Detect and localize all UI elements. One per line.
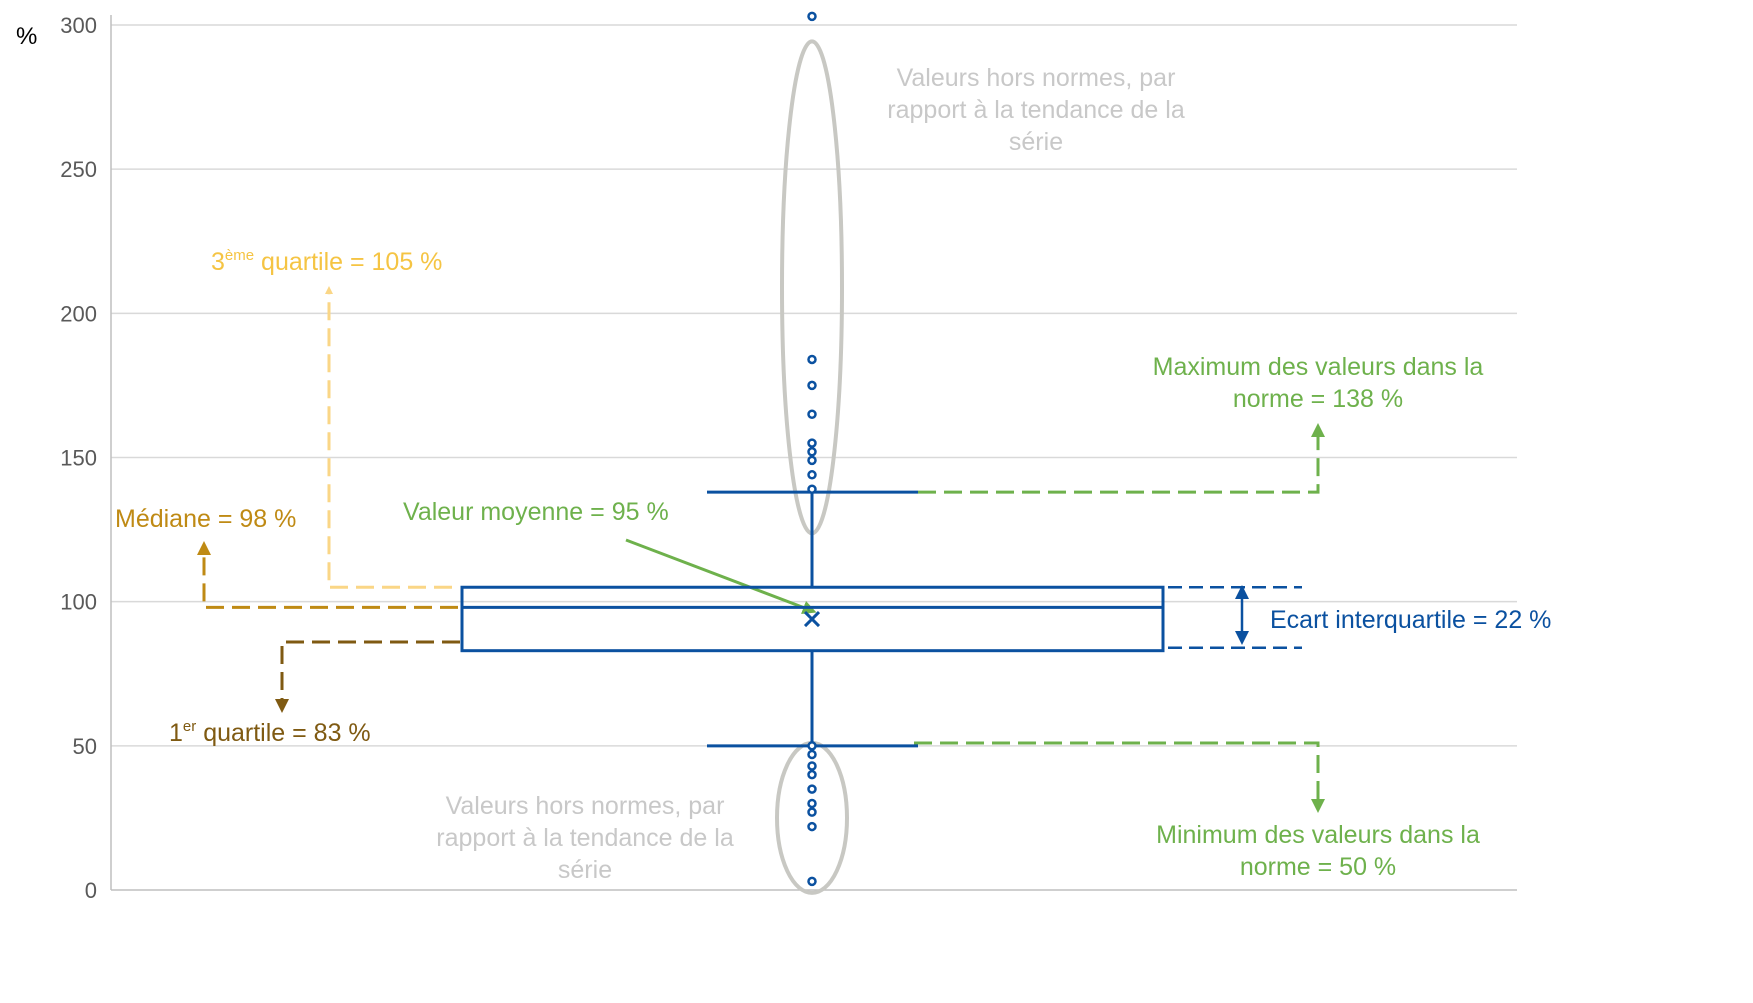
outlier-point: [807, 446, 817, 457]
outlier-low-label: série: [558, 856, 612, 884]
y-tick-label: 200: [60, 301, 97, 326]
max-label: norme = 138 %: [1233, 385, 1403, 413]
outlier-point: [807, 798, 817, 809]
outlier-point: [807, 484, 817, 494]
mean-marker: [803, 611, 821, 628]
y-tick-label: 150: [60, 446, 97, 471]
median-guide: [197, 541, 458, 609]
max-label: Maximum des valeurs dans la: [1153, 353, 1484, 381]
min-label: Minimum des valeurs dans la: [1156, 821, 1480, 849]
outlier-low-label: rapport à la tendance de la: [436, 824, 734, 852]
outlier-point: [807, 438, 817, 448]
outlier-point: [807, 821, 817, 832]
y-tick-label: 0: [85, 878, 97, 903]
outlier-point: [807, 749, 817, 760]
y-axis-unit: %: [16, 23, 37, 50]
outlier-points: [807, 11, 817, 887]
outlier-high-label: rapport à la tendance de la: [887, 96, 1185, 124]
outlier-point: [807, 761, 817, 771]
y-tick-label: 100: [60, 590, 97, 615]
interquartile-box: [460, 585, 1165, 653]
outlier-point: [807, 455, 817, 466]
y-tick-label: 250: [60, 157, 97, 182]
outlier-point: [807, 769, 817, 780]
median-label: Médiane = 98 %: [115, 505, 296, 533]
outlier-point: [807, 807, 817, 817]
max-guide: [918, 423, 1325, 494]
outlier-point: [807, 380, 817, 391]
outlier-point: [807, 11, 817, 22]
iqr-label: Ecart interquartile = 22 %: [1270, 606, 1551, 634]
y-tick-label: 300: [60, 13, 97, 38]
outlier-point: [807, 470, 817, 480]
min-label: norme = 50 %: [1240, 853, 1396, 881]
outlier-high-label: Valeurs hors normes, par: [897, 64, 1176, 92]
outlier-point: [807, 354, 817, 365]
box-plot: [460, 490, 1165, 748]
y-axis-ticks: 0 50 100 150 200 250 300: [60, 13, 97, 903]
q3-guide: [325, 286, 452, 589]
min-guide: [914, 741, 1325, 813]
outlier-point: [807, 876, 817, 887]
outlier-point: [807, 741, 817, 751]
q3-label: 3ème quartile = 105 %: [211, 247, 442, 276]
y-tick-label: 50: [73, 734, 97, 759]
q1-guide: [275, 640, 460, 713]
outlier-point: [807, 784, 817, 794]
outlier-point: [807, 409, 817, 419]
annotation-labels: Valeurs hors normes, par rapport à la ten…: [115, 64, 1551, 884]
mean-arrow: [625, 538, 817, 615]
outlier-high-label: série: [1009, 128, 1063, 156]
q1-label: 1er quartile = 83 %: [169, 718, 371, 747]
outlier-low-label: Valeurs hors normes, par: [446, 792, 725, 820]
mean-label: Valeur moyenne = 95 %: [403, 498, 669, 526]
